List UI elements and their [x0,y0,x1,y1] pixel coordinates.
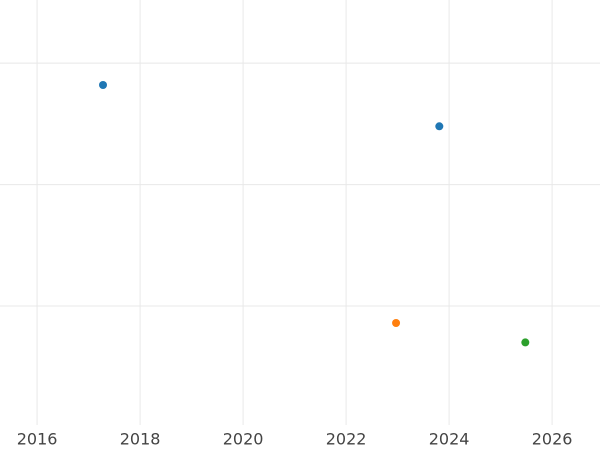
x-tick-label: 2016 [17,430,58,449]
x-tick-label: 2026 [532,430,573,449]
point [99,81,108,89]
point [435,122,444,131]
point [521,338,530,347]
x-tick-label: 2022 [326,430,367,449]
point [392,319,401,327]
x-tick-label: 2024 [429,430,470,449]
x-tick-label: 2018 [120,430,161,449]
x-tick-label: 2020 [223,430,264,449]
